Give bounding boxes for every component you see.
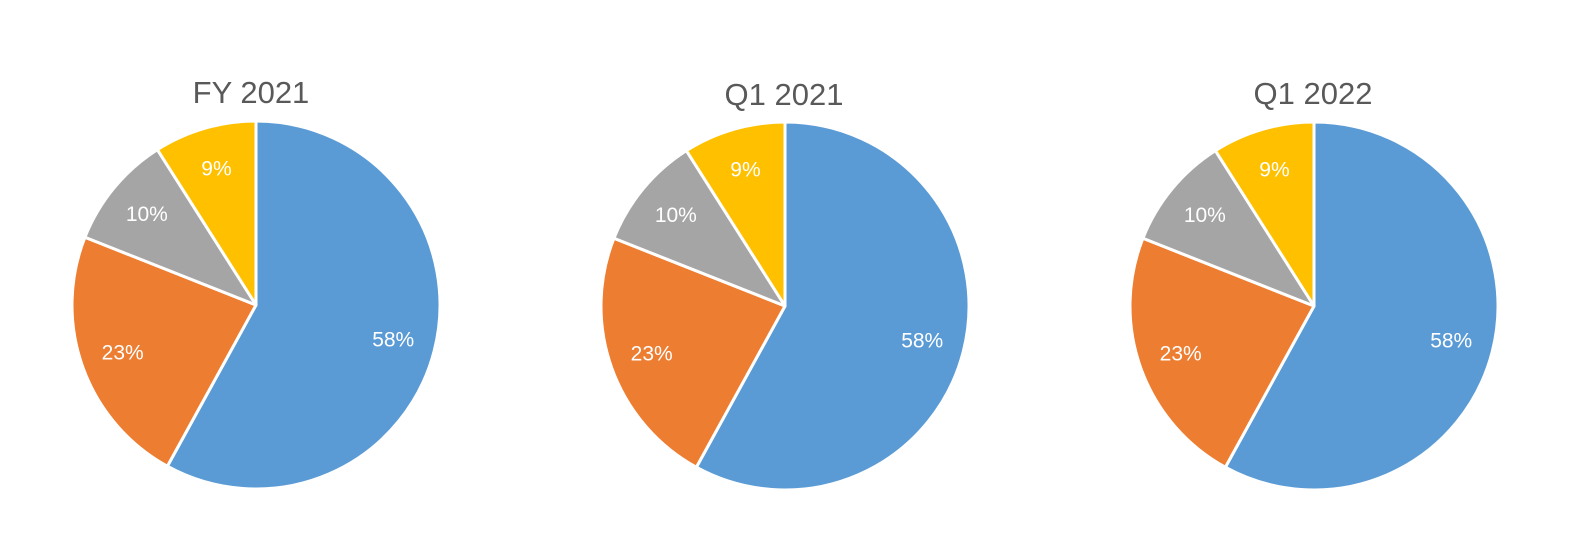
data-label: 10% [1184,204,1226,227]
pie-slices [599,120,971,492]
data-label: 58% [1430,330,1472,353]
pie-chart-q1-2021: Q1 2021 58% 23% 10% 9% [599,77,971,492]
pie-slice-10-percent [83,148,258,307]
pie-labels: 58% 23% 10% 9% [102,157,415,364]
pie-slice-9-percent [1213,120,1316,308]
pie-slice-9-percent [155,119,258,307]
data-label: 58% [901,330,943,353]
data-label: 10% [655,204,697,227]
pie-labels: 58% 23% 10% 9% [1160,158,1473,365]
data-label: 9% [730,158,760,181]
chart-title: Q1 2021 [725,77,844,112]
pie-slice-23-percent [70,235,258,468]
data-label: 9% [1259,158,1289,181]
pie-labels: 58% 23% 10% 9% [631,158,944,365]
pie-slice-10-percent [612,149,787,308]
data-label: 23% [1160,342,1202,365]
data-label: 9% [201,157,231,180]
data-label: 58% [372,329,414,352]
pie-slices [1128,120,1500,492]
chart-title: FY 2021 [193,75,310,110]
pie-slice-23-percent [1128,236,1316,469]
pie-chart-fy-2021: FY 2021 58% 23% 10% 9% [70,75,442,491]
pie-slice-58-percent [165,119,442,491]
pie-slice-23-percent [599,236,787,469]
data-label: 23% [102,341,144,364]
pie-slice-58-percent [694,120,971,492]
pie-slices [70,119,442,491]
pie-chart-q1-2022: Q1 2022 58% 23% 10% 9% [1128,76,1500,492]
data-label: 23% [631,342,673,365]
pie-slice-9-percent [684,120,787,308]
pie-slice-58-percent [1223,120,1500,492]
data-label: 10% [126,203,168,226]
chart-title: Q1 2022 [1254,76,1373,111]
pie-slice-10-percent [1141,149,1316,308]
